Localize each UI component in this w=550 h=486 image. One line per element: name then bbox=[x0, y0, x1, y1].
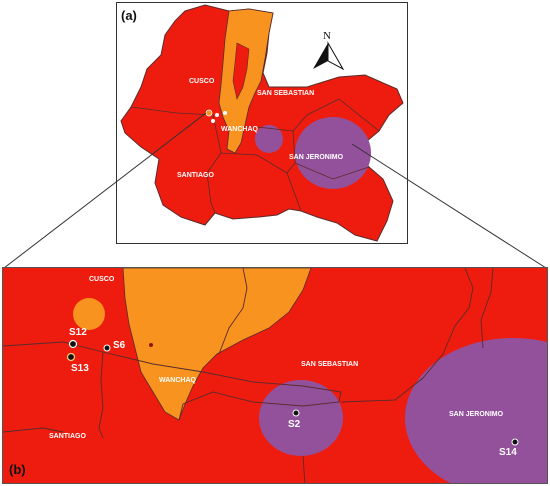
orange-blob bbox=[73, 298, 105, 330]
site-s6: S6 bbox=[103, 340, 126, 352]
site-s14-marker bbox=[511, 438, 519, 446]
panel-a-label: (a) bbox=[121, 8, 137, 23]
site-marker bbox=[205, 109, 213, 117]
purple-zone-small bbox=[255, 125, 283, 153]
district-label-wanchaq: WANCHAQ bbox=[221, 126, 258, 133]
wanchaq-orange-area bbox=[122, 268, 312, 421]
site-s6-label: S6 bbox=[113, 340, 126, 351]
overview-map: (a) CUSCO SAN SEBASTIAN WANCHAQ SANTIAGO… bbox=[120, 4, 404, 242]
north-arrow-label: N bbox=[323, 30, 331, 42]
district-label-san-jeronimo: SAN JERONIMO bbox=[289, 154, 344, 161]
purple-zone-large bbox=[295, 117, 371, 189]
site-s6-marker bbox=[103, 344, 111, 352]
site-s12: S12 bbox=[68, 327, 87, 349]
detail-map-panel: CUSCO WANCHAQ SAN SEBASTIAN SANTIAGO SAN… bbox=[2, 267, 548, 484]
site-s14-label: S14 bbox=[499, 447, 517, 458]
site-s2: S2 bbox=[288, 409, 301, 430]
site-marker bbox=[223, 111, 227, 115]
district-label-cusco: CUSCO bbox=[189, 78, 215, 85]
purple-zone-s14 bbox=[405, 338, 547, 483]
site-marker bbox=[211, 119, 215, 123]
district-area-orange bbox=[218, 8, 274, 154]
purple-zone-s2 bbox=[259, 380, 343, 456]
site-s2-marker bbox=[292, 409, 300, 417]
site-s13-marker bbox=[66, 352, 76, 362]
north-arrow-icon bbox=[313, 41, 345, 71]
district-label-san-jeronimo: SAN JERONIMO bbox=[449, 411, 504, 418]
district-label-san-sebastian: SAN SEBASTIAN bbox=[301, 361, 358, 368]
district-area-inner-red bbox=[232, 42, 250, 100]
district-label-santiago: SANTIAGO bbox=[49, 433, 87, 440]
district-label-san-sebastian: SAN SEBASTIAN bbox=[257, 90, 314, 97]
map-background-notch bbox=[3, 268, 125, 296]
detail-map: CUSCO WANCHAQ SAN SEBASTIAN SANTIAGO SAN… bbox=[3, 268, 547, 483]
site-s14: S14 bbox=[499, 438, 519, 458]
site-marker-unlabeled bbox=[149, 343, 153, 347]
site-s12-marker bbox=[68, 339, 78, 349]
panel-b-label: (b) bbox=[9, 462, 26, 477]
district-label-cusco: CUSCO bbox=[89, 276, 115, 283]
site-s12-label: S12 bbox=[69, 327, 87, 338]
district-label-santiago: SANTIAGO bbox=[177, 172, 215, 179]
site-s13: S13 bbox=[66, 352, 89, 374]
district-boundaries bbox=[3, 268, 494, 483]
site-s13-label: S13 bbox=[71, 363, 89, 374]
district-label-wanchaq: WANCHAQ bbox=[159, 377, 196, 384]
site-marker bbox=[215, 113, 219, 117]
overview-map-panel: (a) CUSCO SAN SEBASTIAN WANCHAQ SANTIAGO… bbox=[116, 2, 408, 244]
site-s2-label: S2 bbox=[288, 419, 301, 430]
